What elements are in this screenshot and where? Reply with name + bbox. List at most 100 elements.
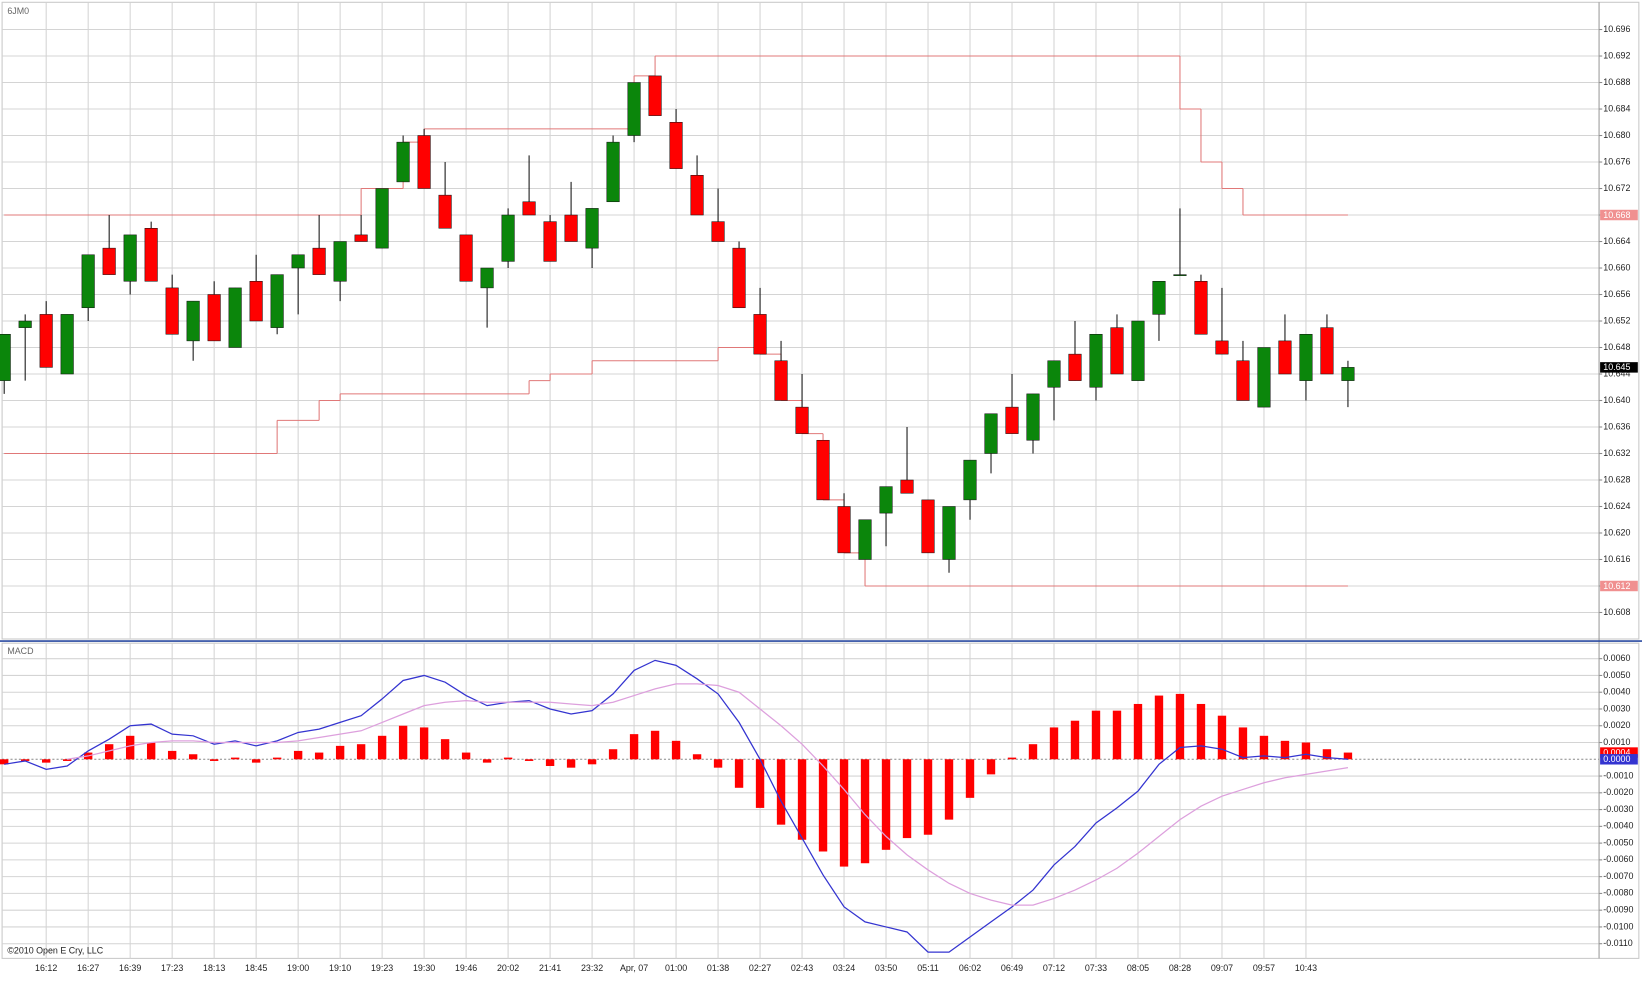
y-tick-label: -0.0020 — [1603, 787, 1633, 797]
y-tick-label: 10.648 — [1603, 342, 1630, 352]
histogram-bar — [356, 744, 366, 760]
candle-body — [879, 486, 893, 514]
y-tick-label: 10.680 — [1603, 130, 1630, 140]
y-tick-label: 0.0060 — [1603, 653, 1630, 663]
candle-body — [921, 499, 935, 554]
histogram-bar — [1196, 703, 1206, 760]
histogram-bar — [755, 759, 765, 808]
histogram-bar — [1007, 757, 1017, 760]
x-tick-label: 02:43 — [791, 963, 813, 973]
histogram-bar — [1133, 703, 1143, 760]
histogram-bar — [503, 757, 513, 760]
candle-body — [186, 300, 200, 342]
candle-body — [669, 122, 683, 169]
candle-body — [480, 267, 494, 289]
y-tick-label: -0.0110 — [1603, 938, 1633, 948]
candle-body — [1110, 327, 1124, 375]
candle-body — [165, 287, 179, 335]
histogram-bar — [524, 759, 534, 761]
y-tick-label: -0.0050 — [1603, 837, 1633, 847]
histogram-bar — [902, 759, 912, 839]
value-box — [1600, 754, 1638, 765]
candle-body — [249, 280, 263, 322]
y-tick-label: 10.656 — [1603, 289, 1630, 299]
candle-body — [354, 234, 368, 242]
x-tick-label: 19:46 — [455, 963, 477, 973]
x-tick-label: 06:49 — [1001, 963, 1023, 973]
value-box-label: 10.645 — [1603, 362, 1630, 372]
candle-body — [1320, 327, 1334, 375]
marks — [0, 55, 1355, 953]
candle-body — [228, 287, 242, 348]
y-tick-label: 10.636 — [1603, 421, 1630, 431]
copyright: ©2010 Open E Cry, LLC — [7, 945, 103, 955]
x-tick-label: 19:23 — [371, 963, 393, 973]
candle-body — [1089, 333, 1103, 388]
candle-body — [1341, 367, 1355, 381]
y-tick-label: 10.628 — [1603, 474, 1630, 484]
candle-body — [1194, 280, 1208, 335]
candle-body — [1215, 340, 1229, 355]
candle-body — [207, 294, 221, 342]
x-tick-label: 10:43 — [1295, 963, 1317, 973]
y-tick-label: -0.0060 — [1603, 854, 1633, 864]
histogram-bar — [881, 759, 891, 850]
histogram-bar — [146, 742, 156, 760]
y-tick-label: 0.0050 — [1603, 670, 1630, 680]
x-tick-label: 07:12 — [1043, 963, 1065, 973]
candle-body — [1047, 360, 1061, 388]
histogram-bar — [272, 757, 282, 760]
candle-body — [900, 479, 914, 494]
x-tick-label: 23:32 — [581, 963, 603, 973]
value-box — [1600, 362, 1638, 373]
histogram-bar — [797, 759, 807, 840]
y-tick-label: 10.696 — [1603, 24, 1630, 34]
y-tick-label: 0.0040 — [1603, 687, 1630, 697]
y-tick-label: 10.652 — [1603, 315, 1630, 325]
x-tick-label: 21:41 — [539, 963, 561, 973]
histogram-bar — [923, 759, 933, 835]
candle-body — [627, 82, 641, 136]
histogram-bar — [1091, 710, 1101, 760]
histogram-bar — [1259, 735, 1269, 760]
y-tick-label: 10.684 — [1603, 103, 1630, 113]
histogram-bar — [62, 759, 72, 761]
y-tick-label: 10.688 — [1603, 77, 1630, 87]
candle-body — [1005, 406, 1019, 434]
x-tick-label: 18:45 — [245, 963, 267, 973]
histogram-bar — [419, 727, 429, 760]
candle-body — [1257, 347, 1271, 408]
histogram-bar — [1217, 715, 1227, 760]
candle-body — [459, 234, 473, 282]
candle-body — [690, 175, 704, 216]
y-tick-label: 10.644 — [1603, 368, 1630, 378]
candle-body — [963, 459, 977, 501]
histogram-bar — [41, 759, 51, 763]
histogram-bar — [1175, 693, 1185, 760]
x-tick-label: 18:13 — [203, 963, 225, 973]
x-tick-label: 19:30 — [413, 963, 435, 973]
x-tick-label: 01:00 — [665, 963, 687, 973]
x-tick-label: 16:27 — [77, 963, 99, 973]
candle-body — [438, 194, 452, 229]
candle-body — [39, 314, 53, 368]
histogram-bar — [230, 757, 240, 760]
histogram-bar — [335, 745, 345, 760]
histogram-bar — [167, 750, 177, 760]
histogram-bar — [566, 759, 576, 768]
histogram-bar — [1322, 749, 1332, 760]
candle-body — [858, 519, 872, 560]
candle-body — [291, 254, 305, 269]
pane-title: MACD — [7, 646, 33, 656]
histogram-bar — [986, 759, 996, 775]
y-tick-label: 10.608 — [1603, 607, 1630, 617]
y-tick-label: -0.0030 — [1603, 804, 1633, 814]
x-tick-label: 19:10 — [329, 963, 351, 973]
y-tick-label: 10.624 — [1603, 501, 1630, 511]
histogram-bar — [440, 739, 450, 760]
value-box-label: 10.612 — [1603, 581, 1630, 591]
value-box — [1600, 747, 1638, 758]
y-tick-label: -0.0090 — [1603, 905, 1633, 915]
